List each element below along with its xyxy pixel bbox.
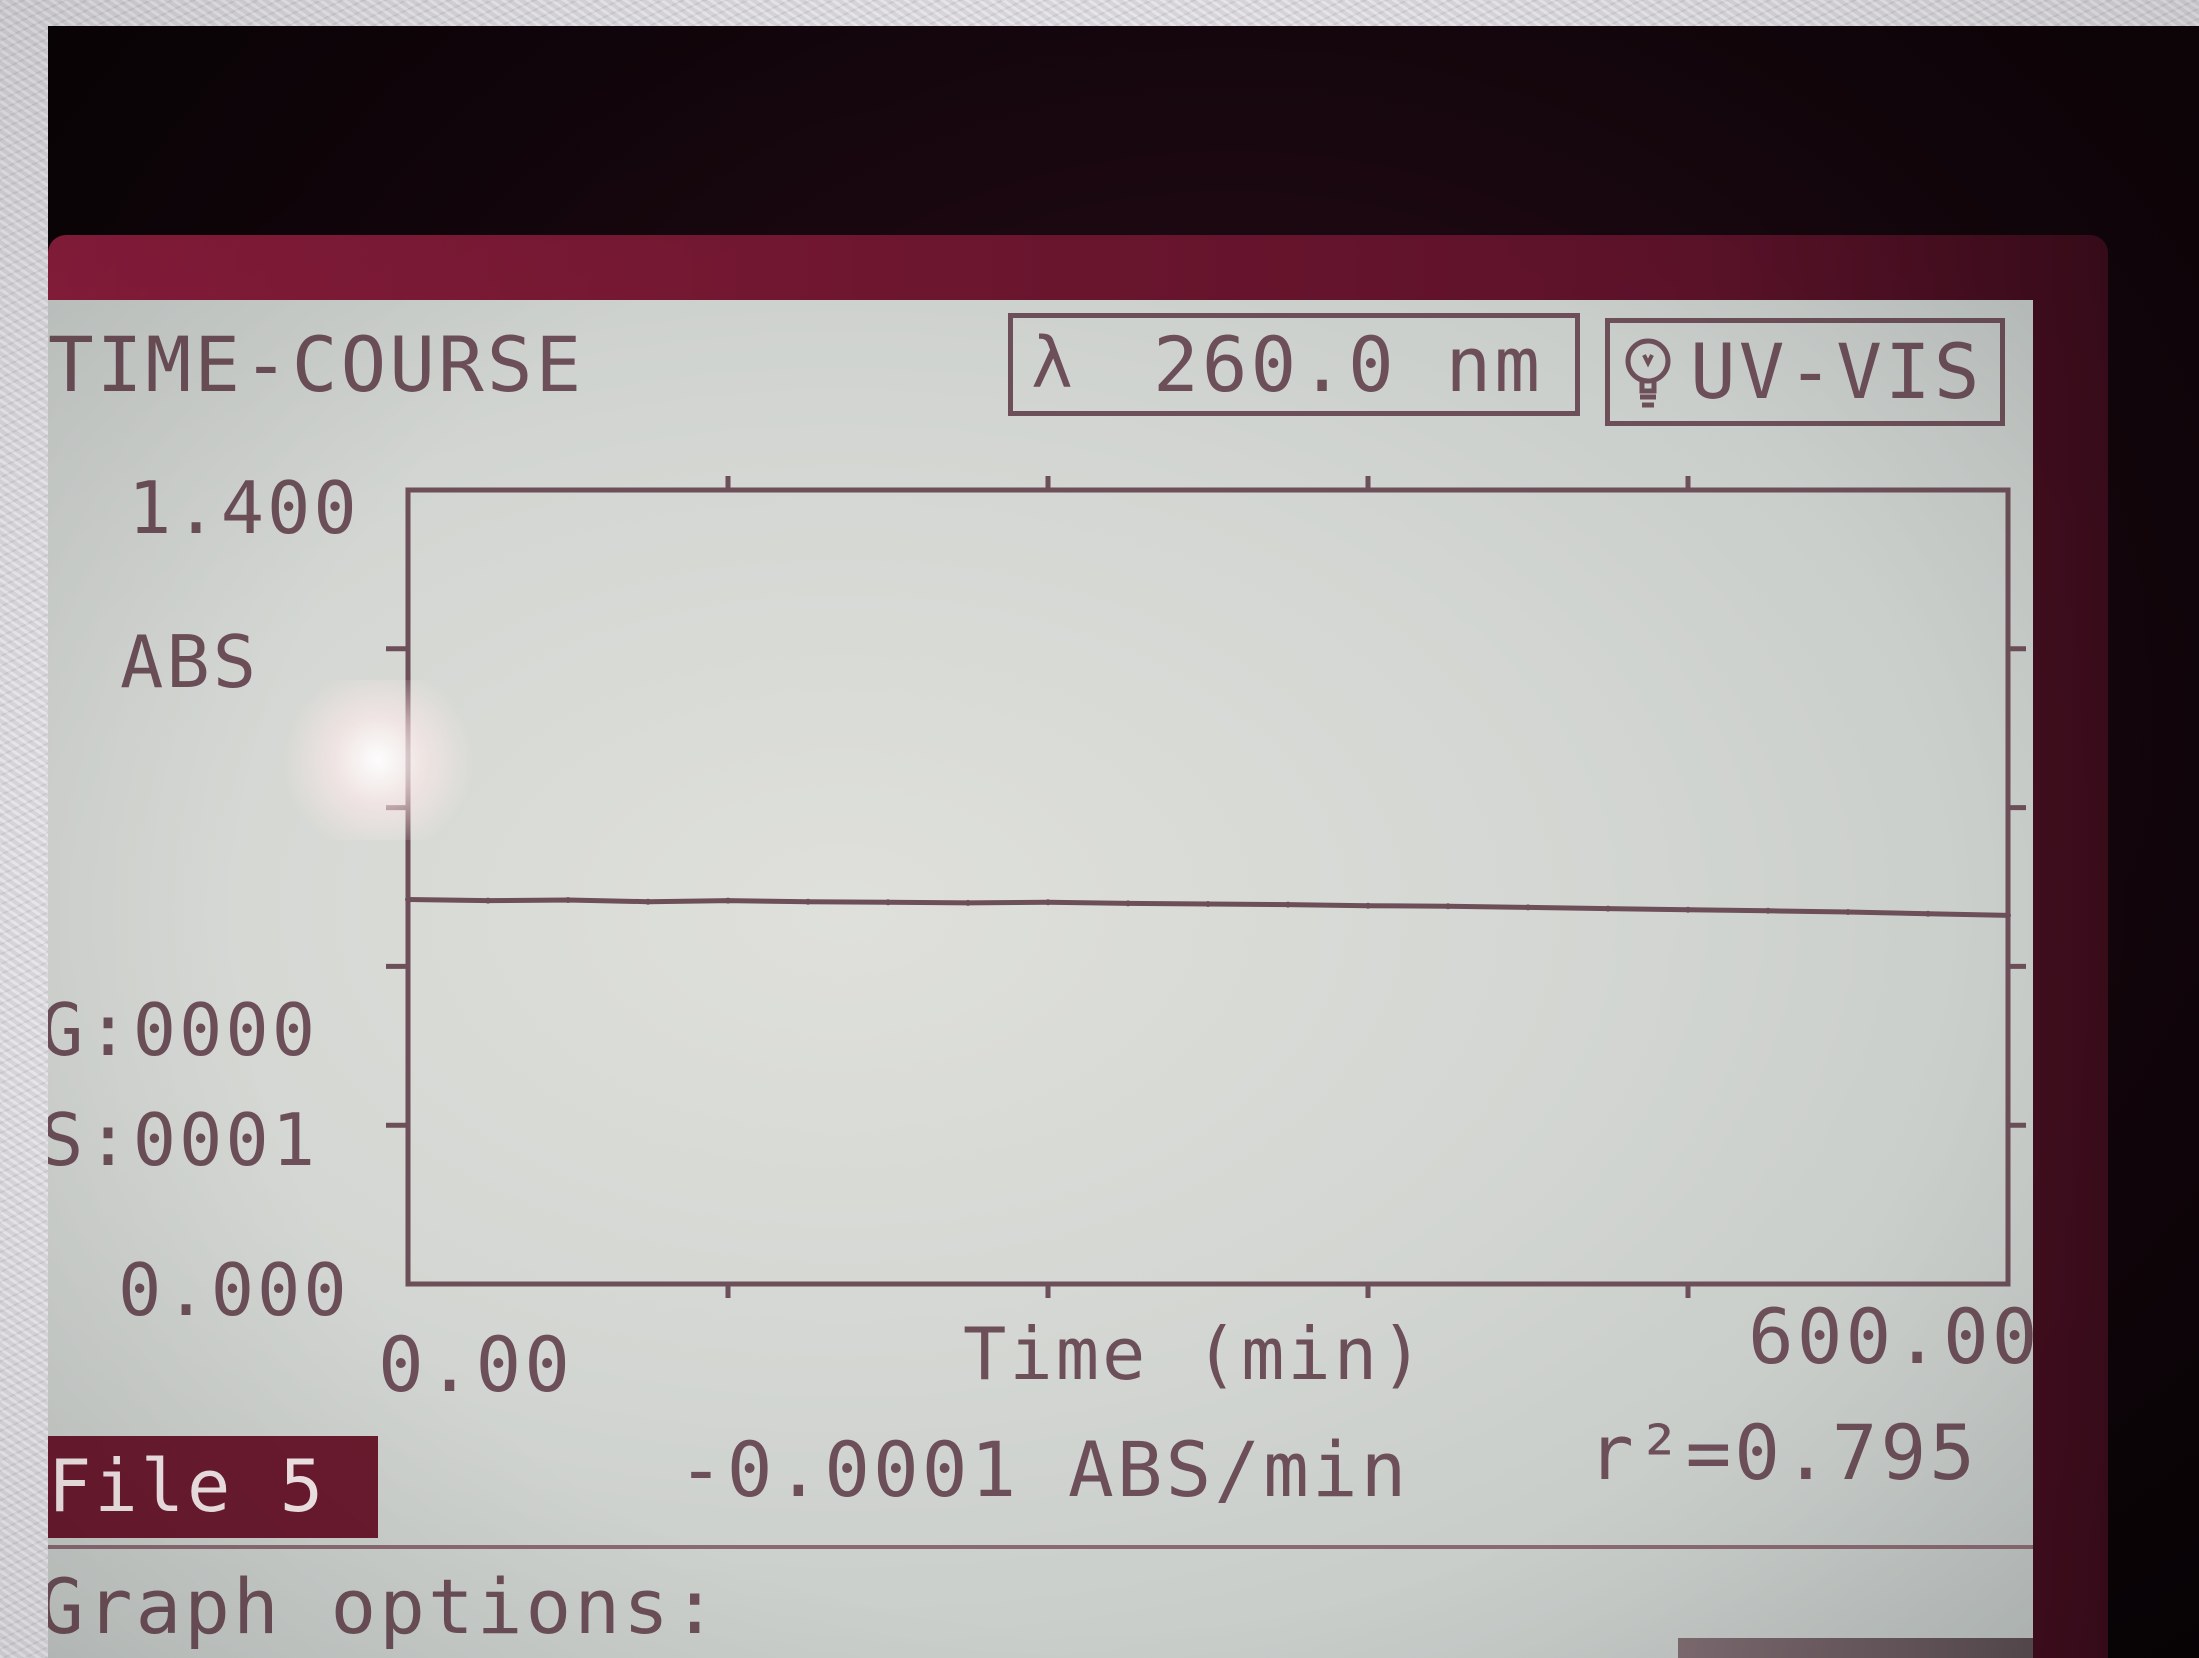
- x-axis-max-label: 600.00: [1748, 1292, 2033, 1381]
- data-point: [645, 898, 651, 905]
- data-point: [565, 897, 571, 903]
- data-point: [805, 898, 811, 905]
- y-axis-label: ABS: [120, 620, 260, 704]
- data-point: [1605, 905, 1611, 912]
- file-label: File 5: [48, 1444, 327, 1528]
- x-axis-min-label: 0.00: [378, 1320, 574, 1409]
- lamp-mode-label: UV-VIS: [1690, 327, 1983, 416]
- data-point: [485, 897, 491, 904]
- slope-readout: -0.0001 ABS/min: [678, 1425, 1410, 1514]
- lambda-icon: λ: [1031, 322, 1077, 404]
- mode-title: TIME-COURSE: [48, 320, 585, 409]
- footer-divider: [48, 1545, 2033, 1549]
- data-point: [1845, 909, 1851, 915]
- data-point: [725, 897, 731, 904]
- data-point: [1685, 906, 1691, 913]
- data-point: [1445, 903, 1451, 910]
- y-axis-max-label: 1.400: [128, 466, 360, 550]
- time-course-plot: [386, 476, 2026, 1298]
- lamp-mode-indicator[interactable]: UV-VIS: [1605, 318, 2005, 426]
- data-point: [1205, 901, 1211, 907]
- scale-readout: S:0001: [48, 1098, 319, 1182]
- softkey-strip[interactable]: [1678, 1638, 2033, 1658]
- gain-readout: G:0000: [48, 988, 319, 1072]
- data-point: [1125, 900, 1131, 907]
- lamp-icon: [1625, 338, 1671, 408]
- wavelength-setting[interactable]: λ 260.0 nm: [1008, 313, 1580, 416]
- data-point: [1525, 904, 1531, 911]
- plot-border: [405, 487, 2011, 1287]
- plot-frame: [405, 487, 2011, 1287]
- data-point: [2005, 912, 2011, 919]
- data-point: [1365, 902, 1371, 909]
- data-point: [965, 899, 971, 906]
- data-point: [1925, 910, 1931, 917]
- data-point: [885, 899, 891, 906]
- graph-options-prompt: Graph options:: [48, 1562, 721, 1651]
- axis-ticks: [386, 476, 2026, 1298]
- data-point: [1045, 899, 1051, 906]
- r-squared-readout: r²=0.795: [1588, 1408, 1979, 1497]
- data-point: [1765, 907, 1771, 914]
- data-series: [405, 896, 2011, 919]
- y-axis-min-label: 0.000: [118, 1248, 350, 1332]
- instrument-screen: TIME-COURSE λ 260.0 nm UV-VIS 1.400 ABS …: [48, 300, 2033, 1658]
- x-axis-label: Time (min): [963, 1312, 1427, 1396]
- file-badge[interactable]: File 5: [48, 1436, 378, 1538]
- wavelength-readout: 260.0 nm: [1153, 320, 1544, 409]
- data-point: [405, 896, 411, 903]
- data-point: [1285, 901, 1291, 908]
